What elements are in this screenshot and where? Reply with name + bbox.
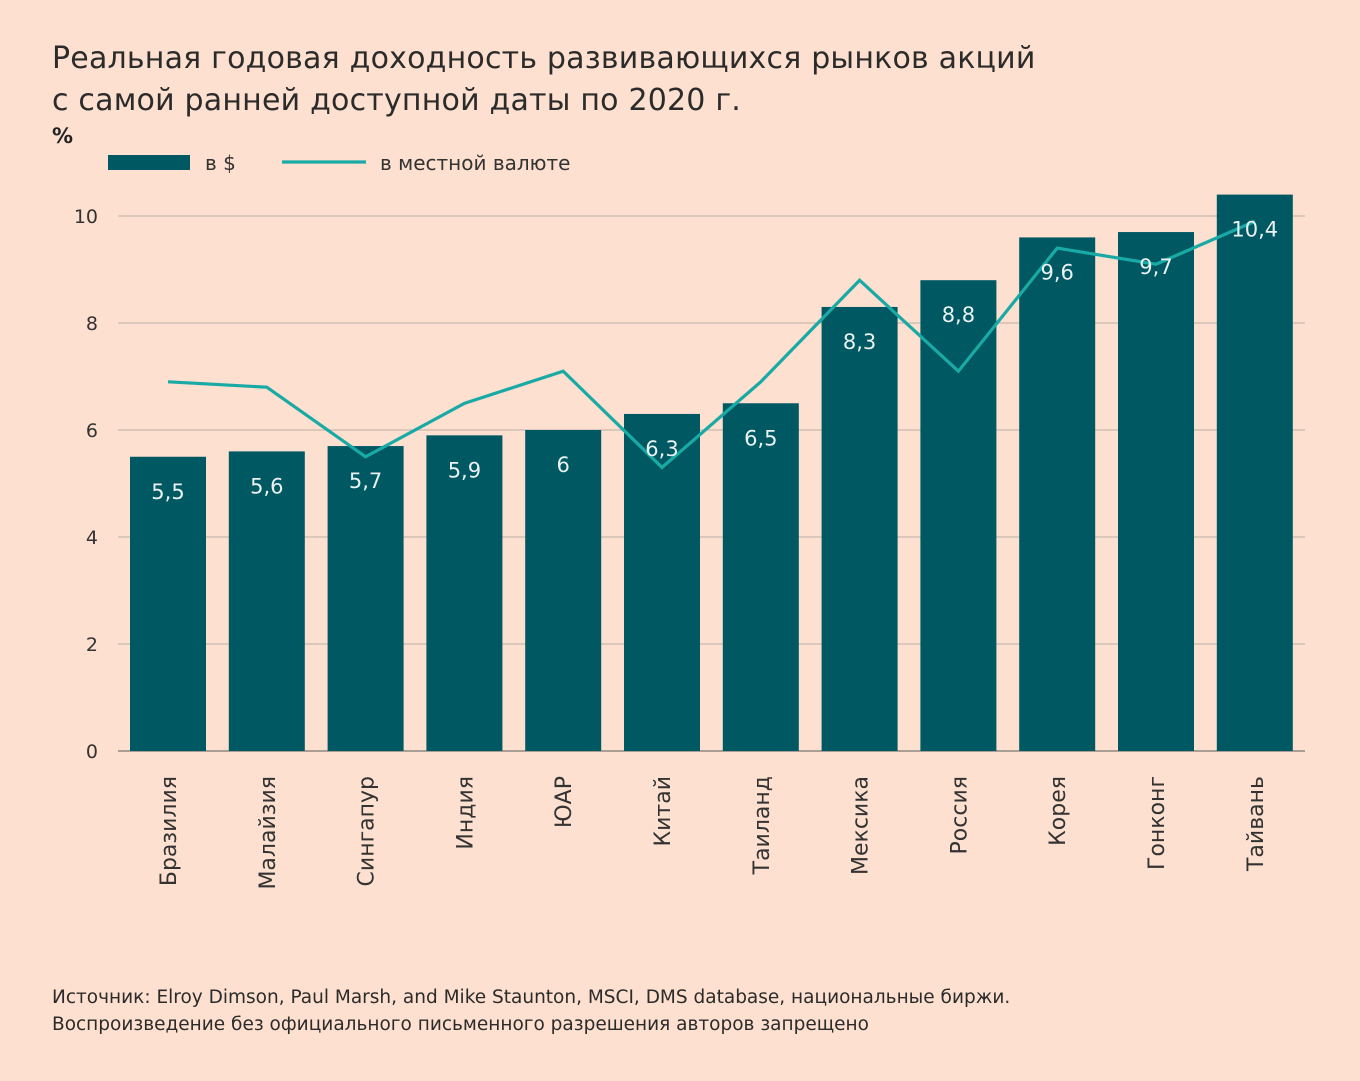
y-tick-label-0: 0: [86, 741, 98, 763]
line-series: [167, 219, 1256, 470]
bar-2: [327, 446, 404, 751]
bar-value-label-8: 8,8: [942, 303, 975, 327]
legend: в $ в местной валюте: [108, 151, 570, 175]
y-tick-label-6: 6: [86, 420, 98, 442]
bar-value-label-10: 9,7: [1139, 255, 1172, 279]
source-line-2: Воспроизведение без официального письмен…: [52, 1014, 869, 1035]
y-tick-label-2: 2: [86, 634, 98, 656]
bar-11: [1216, 194, 1293, 752]
bar-value-label-2: 5,7: [349, 469, 382, 493]
y-tick-label-8: 8: [86, 313, 98, 335]
y-tick-label-10: 10: [74, 206, 98, 228]
x-tick-label-10: Гонконг: [1145, 776, 1170, 870]
bar-value-label-0: 5,5: [151, 480, 184, 504]
bar-9: [1019, 237, 1096, 751]
x-tick-label-4: ЮАР: [552, 776, 577, 828]
chart-title: Реальная годовая доходность развивающихс…: [52, 38, 1036, 122]
bar-0: [130, 456, 206, 751]
legend-label-bar: в $: [205, 151, 236, 175]
bar-value-label-4: 6: [557, 453, 570, 477]
bar-1: [228, 451, 305, 751]
bar-7: [821, 306, 898, 751]
legend-swatch-bar: [108, 155, 190, 170]
x-axis-labels: Бразилия Малайзия Сингапур Индия ЮАР Китай Таи…: [157, 776, 1269, 890]
bar-value-label-9: 9,6: [1040, 260, 1073, 284]
x-tick-label-1: Малайзия: [256, 776, 281, 890]
x-tick-label-9: Корея: [1046, 776, 1071, 846]
bar-value-labels: 5,5 5,6 5,7 5,9 6 6,3 6,5 8,3 8,8 9,6 9,7 10,4: [151, 218, 1278, 504]
y-axis-unit-label: %: [52, 124, 74, 148]
source-note: Источник: Elroy Dimson, Paul Marsh, and …: [52, 984, 1010, 1038]
bar-value-label-7: 8,3: [843, 330, 876, 354]
x-tick-label-3: Индия: [453, 776, 478, 850]
x-tick-label-7: Мексика: [849, 776, 874, 875]
x-tick-label-0: Бразилия: [157, 776, 182, 886]
x-tick-label-8: Россия: [947, 776, 972, 854]
bar-8: [920, 280, 997, 751]
legend-label-line: в местной валюте: [380, 151, 570, 175]
bar-value-label-11: 10,4: [1231, 218, 1278, 242]
chart-title-line-1: Реальная годовая доходность развивающихс…: [52, 41, 1036, 76]
x-tick-label-5: Китай: [651, 776, 676, 847]
bar-10: [1118, 232, 1194, 752]
y-axis-ticks: 0 2 4 6 8 10: [74, 206, 98, 763]
bar-value-label-6: 6,5: [744, 426, 777, 450]
x-tick-label-6: Таиланд: [750, 776, 775, 875]
x-tick-label-11: Тайвань: [1244, 776, 1269, 872]
gridlines: [118, 215, 1305, 752]
line-path-local-currency: [167, 219, 1256, 470]
bar-value-label-3: 5,9: [448, 458, 481, 482]
y-tick-label-4: 4: [86, 527, 98, 549]
bar-5: [624, 413, 700, 751]
chart-title-line-2: с самой ранней доступной даты по 2020 г.: [52, 83, 742, 118]
bar-6: [722, 403, 799, 751]
x-tick-label-2: Сингапур: [355, 776, 380, 886]
bar-series: [130, 194, 1293, 752]
source-line-1: Источник: Elroy Dimson, Paul Marsh, and …: [52, 987, 1011, 1008]
bar-value-label-1: 5,6: [250, 474, 283, 498]
bar-3: [426, 435, 503, 751]
bar-value-label-5: 6,3: [645, 437, 678, 461]
bar-4: [525, 430, 602, 751]
